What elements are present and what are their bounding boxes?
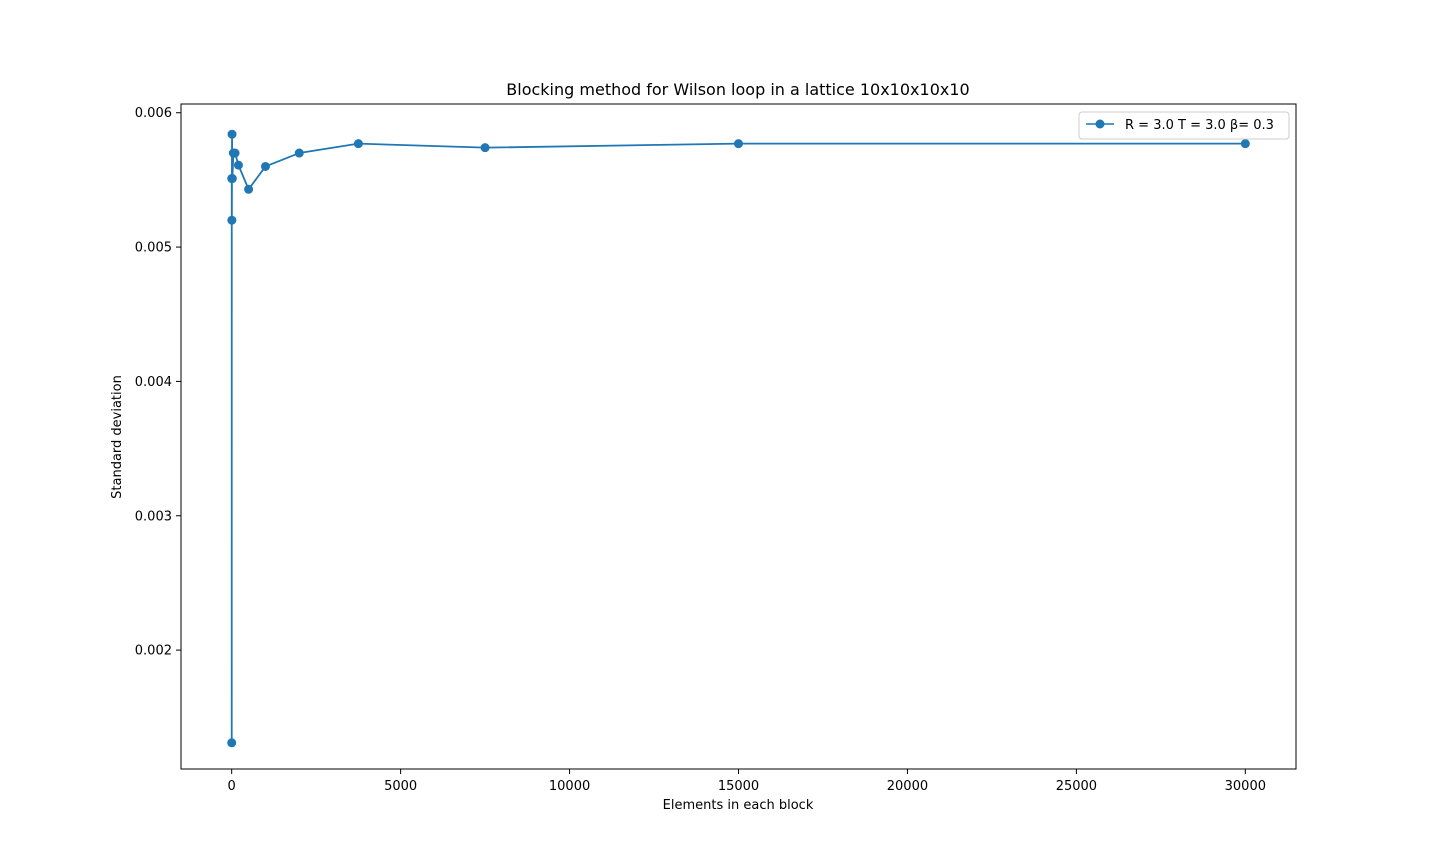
x-tick-label: 5000 [384,779,417,794]
chart-title: Blocking method for Wilson loop in a lat… [506,80,969,99]
y-tick-label: 0.004 [135,375,172,390]
legend-label: R = 3.0 T = 3.0 β= 0.3 [1125,118,1274,133]
data-point [230,148,240,158]
y-tick-label: 0.006 [135,106,172,121]
x-tick-label: 10000 [549,779,590,794]
y-axis: 0.002 0.003 0.004 0.005 0.006 [135,106,181,659]
legend: R = 3.0 T = 3.0 β= 0.3 [1078,111,1290,140]
y-tick-label: 0.003 [135,509,172,524]
data-point [480,143,490,153]
x-tick-label: 15000 [718,779,759,794]
data-point [1240,139,1250,149]
y-axis-label: Standard deviation [110,375,125,499]
x-tick-label: 30000 [1225,779,1266,794]
data-point [233,160,243,170]
data-point [260,161,270,171]
series-line [230,133,1246,743]
data-point [734,139,743,149]
data-point [353,139,363,149]
data-point [244,184,254,194]
data-point [227,738,237,748]
series-layer [227,129,1250,748]
x-axis: 0 5000 10000 15000 20000 25000 30000 [228,769,1266,794]
data-point [227,174,237,184]
x-axis-label: Elements in each block [663,798,814,813]
data-point [294,148,304,158]
legend-box [1078,111,1290,140]
data-point [227,215,237,225]
x-tick-label: 0 [228,779,236,794]
y-tick-label: 0.005 [135,241,172,256]
y-tick-label: 0.002 [135,644,172,659]
x-tick-label: 25000 [1056,779,1097,794]
legend-point-marker [1095,119,1105,129]
plot-area [180,103,1297,770]
x-tick-label: 20000 [887,779,928,794]
data-point [227,129,237,139]
